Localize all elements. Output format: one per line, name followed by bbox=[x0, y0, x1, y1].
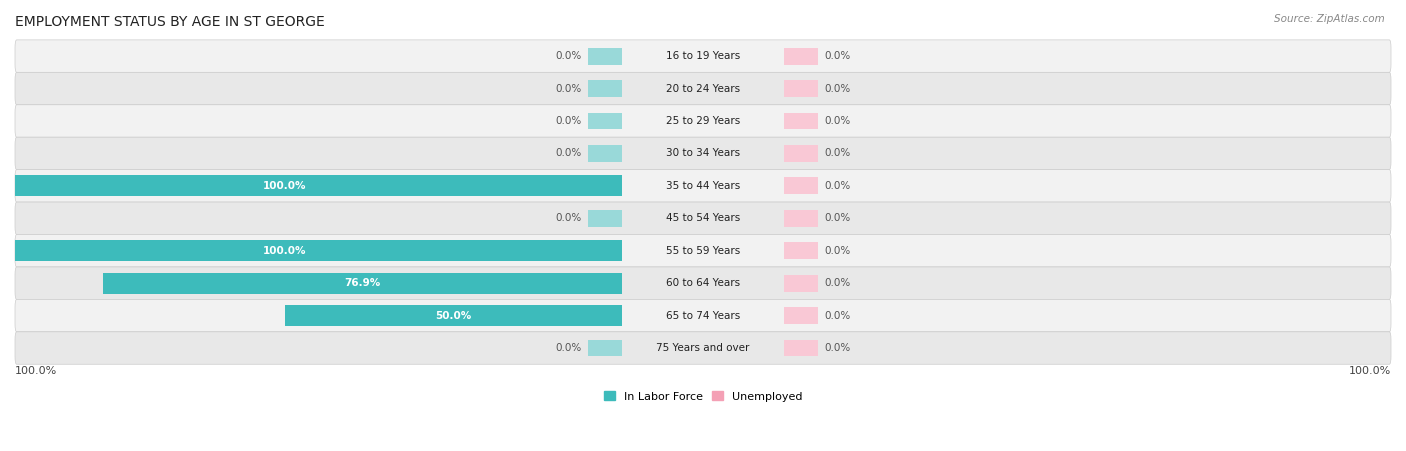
Text: 0.0%: 0.0% bbox=[824, 181, 851, 191]
Bar bbox=[588, 340, 621, 356]
Text: 50.0%: 50.0% bbox=[436, 311, 471, 321]
Bar bbox=[104, 272, 621, 294]
Text: 0.0%: 0.0% bbox=[824, 83, 851, 93]
Bar bbox=[785, 145, 818, 162]
Bar bbox=[0, 175, 621, 196]
Text: 45 to 54 Years: 45 to 54 Years bbox=[666, 213, 740, 223]
Bar bbox=[588, 48, 621, 64]
Text: 0.0%: 0.0% bbox=[555, 148, 582, 158]
Text: 0.0%: 0.0% bbox=[555, 116, 582, 126]
FancyBboxPatch shape bbox=[15, 202, 1391, 235]
Text: 0.0%: 0.0% bbox=[824, 343, 851, 353]
Text: 0.0%: 0.0% bbox=[824, 278, 851, 288]
FancyBboxPatch shape bbox=[15, 170, 1391, 202]
Text: 0.0%: 0.0% bbox=[555, 51, 582, 61]
Text: 35 to 44 Years: 35 to 44 Years bbox=[666, 181, 740, 191]
Text: 0.0%: 0.0% bbox=[824, 311, 851, 321]
Text: 75 Years and over: 75 Years and over bbox=[657, 343, 749, 353]
FancyBboxPatch shape bbox=[15, 235, 1391, 267]
Text: 30 to 34 Years: 30 to 34 Years bbox=[666, 148, 740, 158]
Bar bbox=[785, 242, 818, 259]
Bar bbox=[785, 177, 818, 194]
Bar bbox=[0, 240, 621, 261]
FancyBboxPatch shape bbox=[15, 72, 1391, 105]
FancyBboxPatch shape bbox=[15, 332, 1391, 364]
Bar bbox=[785, 275, 818, 292]
Legend: In Labor Force, Unemployed: In Labor Force, Unemployed bbox=[599, 387, 807, 406]
Bar bbox=[785, 48, 818, 64]
Bar bbox=[588, 210, 621, 227]
FancyBboxPatch shape bbox=[15, 105, 1391, 137]
Text: 100.0%: 100.0% bbox=[15, 366, 58, 376]
Text: 20 to 24 Years: 20 to 24 Years bbox=[666, 83, 740, 93]
FancyBboxPatch shape bbox=[15, 40, 1391, 72]
Text: Source: ZipAtlas.com: Source: ZipAtlas.com bbox=[1274, 14, 1385, 23]
Text: 0.0%: 0.0% bbox=[555, 213, 582, 223]
Text: 100.0%: 100.0% bbox=[263, 181, 307, 191]
Text: 0.0%: 0.0% bbox=[824, 246, 851, 256]
Bar bbox=[785, 113, 818, 129]
Bar bbox=[785, 307, 818, 324]
FancyBboxPatch shape bbox=[15, 137, 1391, 170]
Bar bbox=[588, 113, 621, 129]
Text: 25 to 29 Years: 25 to 29 Years bbox=[666, 116, 740, 126]
Text: 0.0%: 0.0% bbox=[824, 148, 851, 158]
Text: 100.0%: 100.0% bbox=[1348, 366, 1391, 376]
FancyBboxPatch shape bbox=[15, 267, 1391, 299]
Bar bbox=[785, 210, 818, 227]
Bar bbox=[285, 305, 621, 326]
Text: 0.0%: 0.0% bbox=[555, 343, 582, 353]
Text: 0.0%: 0.0% bbox=[555, 83, 582, 93]
Bar bbox=[785, 340, 818, 356]
Text: 0.0%: 0.0% bbox=[824, 213, 851, 223]
Bar bbox=[588, 145, 621, 162]
Text: 0.0%: 0.0% bbox=[824, 51, 851, 61]
Text: 65 to 74 Years: 65 to 74 Years bbox=[666, 311, 740, 321]
Text: 0.0%: 0.0% bbox=[824, 116, 851, 126]
Text: 60 to 64 Years: 60 to 64 Years bbox=[666, 278, 740, 288]
Text: 55 to 59 Years: 55 to 59 Years bbox=[666, 246, 740, 256]
Text: 100.0%: 100.0% bbox=[263, 246, 307, 256]
Bar bbox=[785, 80, 818, 97]
Bar bbox=[588, 80, 621, 97]
FancyBboxPatch shape bbox=[15, 299, 1391, 332]
Text: 76.9%: 76.9% bbox=[344, 278, 381, 288]
Text: EMPLOYMENT STATUS BY AGE IN ST GEORGE: EMPLOYMENT STATUS BY AGE IN ST GEORGE bbox=[15, 15, 325, 29]
Text: 16 to 19 Years: 16 to 19 Years bbox=[666, 51, 740, 61]
